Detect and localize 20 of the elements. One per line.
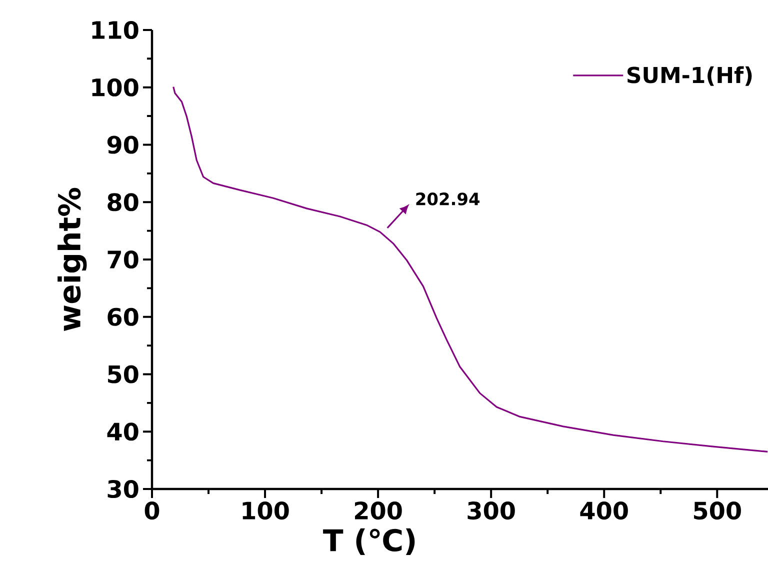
y-tick-label: 110 [92,20,138,40]
y-tick-label: 50 [108,365,138,384]
x-tick-label: 200 [354,502,402,520]
x-tick-label: 300 [468,502,515,520]
annotation: 202.94 [416,192,480,206]
x-tick-label: 100 [242,502,289,520]
x-tick-label: 500 [694,502,741,520]
y-tick-label: 30 [108,480,138,498]
legend-label: SUM-1(Hf) [628,66,752,86]
line-series [172,86,768,453]
y-axis-title: weight% [58,188,87,331]
x-axis-title: T (℃) [323,528,415,556]
y-tick-label: 90 [107,136,138,154]
y-tick-label: 60 [108,308,138,326]
y-tick-label: 100 [92,78,138,96]
x-tick-label: 0 [144,502,160,520]
y-tick-label: 40 [107,422,138,441]
y-tick-label: 80 [108,193,138,212]
x-tick-label: 400 [580,502,628,520]
y-tick-label: 70 [108,250,138,269]
